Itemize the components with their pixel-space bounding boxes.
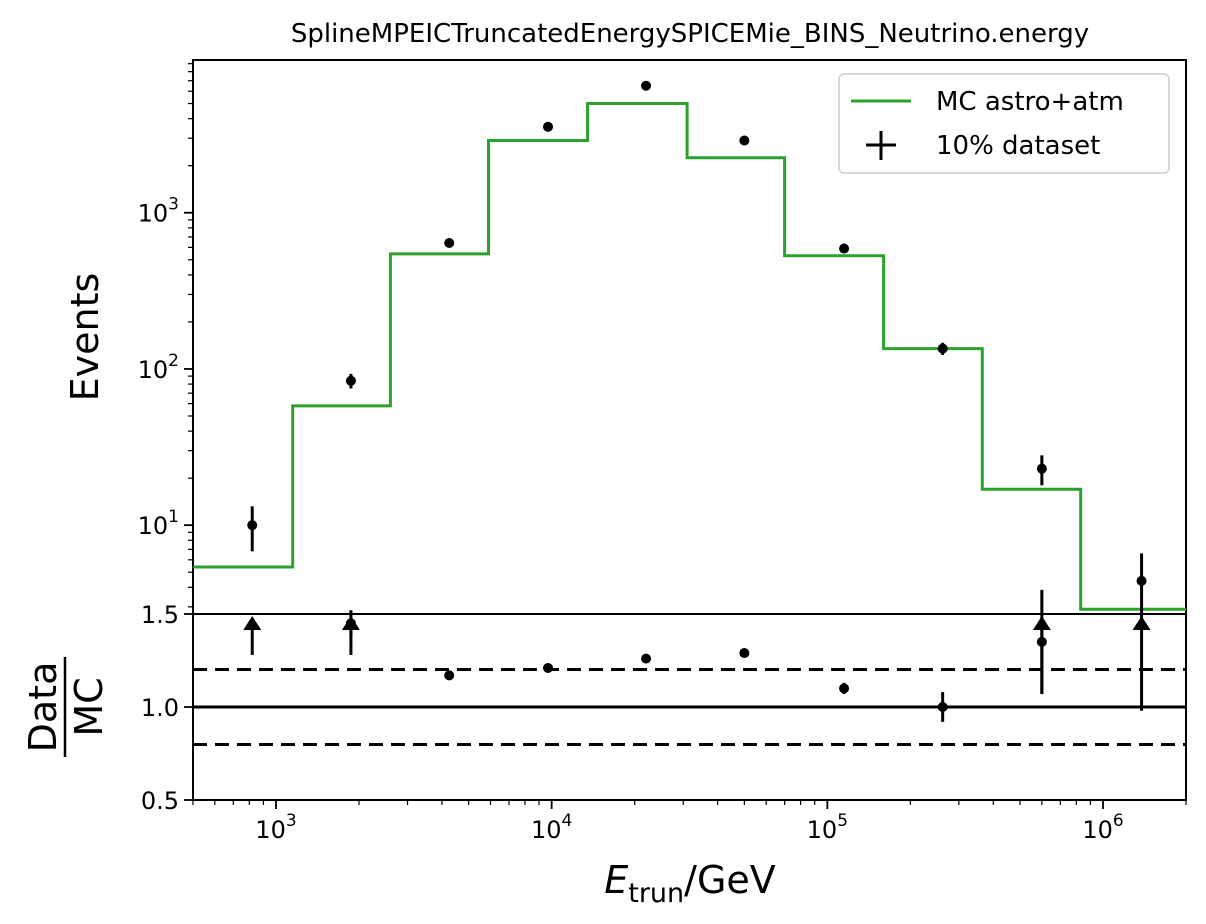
- ratio-points: [345, 589, 1047, 722]
- ratio-point: [839, 682, 850, 694]
- x-label-sub: trun: [628, 878, 684, 909]
- data-marker: [444, 238, 455, 249]
- top-y-axis-label: Events: [63, 273, 107, 402]
- data-marker: [739, 135, 750, 146]
- top-y-axis: 101 102 103: [138, 63, 193, 608]
- ratio-marker: [739, 648, 750, 659]
- x-tick-label: 104: [531, 811, 572, 844]
- data-point: [345, 373, 356, 389]
- offscale-arrow: [1032, 616, 1051, 694]
- ratio-label-denominator: MC: [67, 677, 111, 736]
- data-marker: [641, 80, 652, 91]
- x-tick-label: 103: [255, 811, 296, 844]
- legend-errorbar-swatch: [866, 131, 896, 160]
- data-marker: [1036, 463, 1047, 474]
- data-points: [247, 80, 1147, 628]
- x-tick-label: 106: [1082, 811, 1123, 844]
- data-marker: [345, 375, 356, 386]
- ratio-point: [444, 670, 455, 681]
- x-tick-label: 105: [807, 811, 848, 844]
- ratio-marker: [839, 683, 850, 694]
- ratio-point: [739, 648, 750, 659]
- ratio-panel: 0.5 1.0 1.5 103 104 105 106 Data MC Etrun/GeV: [21, 589, 1187, 909]
- data-marker: [247, 520, 258, 531]
- data-marker: [937, 343, 948, 354]
- ratio-y-axis: 0.5 1.0 1.5: [141, 601, 193, 815]
- data-point: [1036, 455, 1047, 486]
- offscale-arrow: [243, 616, 262, 655]
- data-point: [444, 238, 455, 249]
- top-y-tick-label: 102: [138, 351, 179, 384]
- ratio-marker: [543, 662, 554, 673]
- data-point: [247, 506, 258, 552]
- data-point: [937, 342, 948, 355]
- ratio-marker: [641, 653, 652, 664]
- x-label-unit: /GeV: [684, 858, 776, 902]
- data-point: [839, 243, 850, 254]
- ratio-point: [641, 653, 652, 664]
- ratio-marker: [937, 702, 948, 712]
- ratio-point: [937, 692, 948, 722]
- chart-title: SplineMPEICTruncatedEnergySPICEMie_BINS_…: [291, 19, 1089, 49]
- ratio-label-numerator: Data: [21, 662, 65, 753]
- top-y-tick-label: 103: [138, 195, 179, 228]
- x-axis: 103 104 105 106: [192, 800, 1187, 844]
- ratio-offscale-arrows: [243, 616, 1151, 711]
- legend: MC astro+atm 10% dataset: [838, 73, 1170, 174]
- mc-step-line: [193, 102, 1186, 611]
- top-panel: 101 102 103 Events MC astro+atm 10% datase…: [63, 59, 1187, 628]
- ratio-y-tick-label: 0.5: [141, 787, 179, 815]
- ratio-y-axis-label: Data MC: [21, 657, 111, 757]
- ratio-y-tick-label: 1.0: [141, 694, 179, 722]
- ratio-marker: [444, 670, 455, 681]
- x-label-var: E: [604, 858, 628, 902]
- data-marker: [543, 121, 554, 132]
- data-point: [641, 80, 652, 91]
- top-y-tick-label: 101: [138, 507, 179, 540]
- data-marker: [839, 243, 850, 254]
- offscale-arrow: [1132, 616, 1151, 711]
- legend-data-label: 10% dataset: [936, 131, 1100, 161]
- data-marker: [1136, 575, 1147, 586]
- offscale-arrow: [341, 616, 360, 655]
- ratio-point: [543, 662, 554, 673]
- data-point: [543, 121, 554, 132]
- data-point: [1136, 553, 1147, 628]
- x-axis-label: Etrun/GeV: [604, 858, 776, 909]
- ratio-y-tick-label: 1.5: [141, 601, 179, 629]
- legend-mc-label: MC astro+atm: [936, 87, 1124, 117]
- data-point: [739, 135, 750, 146]
- legend-box: [838, 73, 1170, 174]
